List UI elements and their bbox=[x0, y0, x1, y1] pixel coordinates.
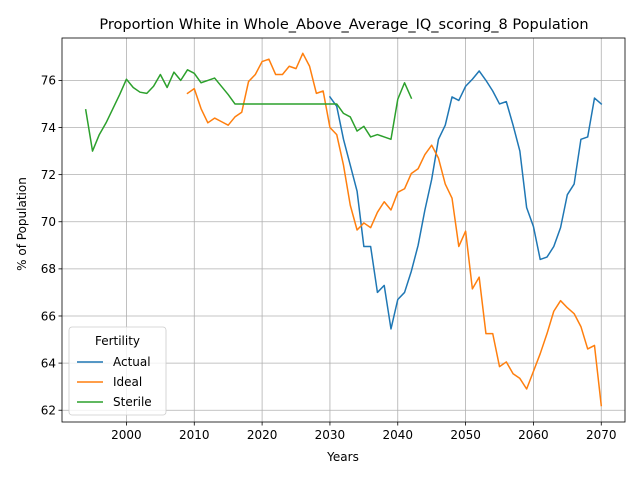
x-tick-label: 2010 bbox=[179, 428, 210, 442]
y-tick-label: 72 bbox=[41, 168, 56, 182]
y-tick-label: 76 bbox=[41, 74, 56, 88]
y-tick-label: 62 bbox=[41, 404, 56, 418]
series-line-actual bbox=[328, 70, 603, 330]
y-tick-label: 66 bbox=[41, 309, 56, 323]
legend-title: Fertility bbox=[95, 334, 140, 348]
legend-box bbox=[68, 326, 167, 416]
x-axis-label: Years bbox=[326, 450, 359, 464]
x-tick-label: 2040 bbox=[382, 428, 413, 442]
x-tick-label: 2060 bbox=[518, 428, 549, 442]
y-tick-label: 74 bbox=[41, 121, 56, 135]
plot-frame bbox=[61, 37, 626, 423]
series-line-sterile bbox=[84, 69, 413, 152]
legend-label-ideal: Ideal bbox=[113, 375, 142, 389]
x-tick-label: 2020 bbox=[247, 428, 278, 442]
chart-title: Proportion White in Whole_Above_Average_… bbox=[99, 17, 588, 33]
series-layer bbox=[84, 52, 603, 407]
y-tick-label: 68 bbox=[41, 262, 56, 276]
legend-label-actual: Actual bbox=[113, 355, 151, 369]
x-tick-label: 2030 bbox=[315, 428, 346, 442]
x-tick-label: 2000 bbox=[111, 428, 142, 442]
y-axis-ticks: 62 64 66 68 70 72 74 76 bbox=[41, 74, 62, 418]
y-axis-label: % of Population bbox=[15, 177, 29, 271]
legend: Fertility Actual Ideal Sterile bbox=[68, 326, 167, 416]
x-axis-ticks: 2000 2010 2020 2030 2040 2050 2060 2070 bbox=[111, 422, 617, 442]
legend-label-sterile: Sterile bbox=[113, 395, 152, 409]
x-tick-label: 2050 bbox=[450, 428, 481, 442]
y-tick-label: 64 bbox=[41, 356, 56, 370]
x-tick-label: 2070 bbox=[586, 428, 617, 442]
series-line-ideal bbox=[186, 52, 603, 407]
y-tick-label: 70 bbox=[41, 215, 56, 229]
